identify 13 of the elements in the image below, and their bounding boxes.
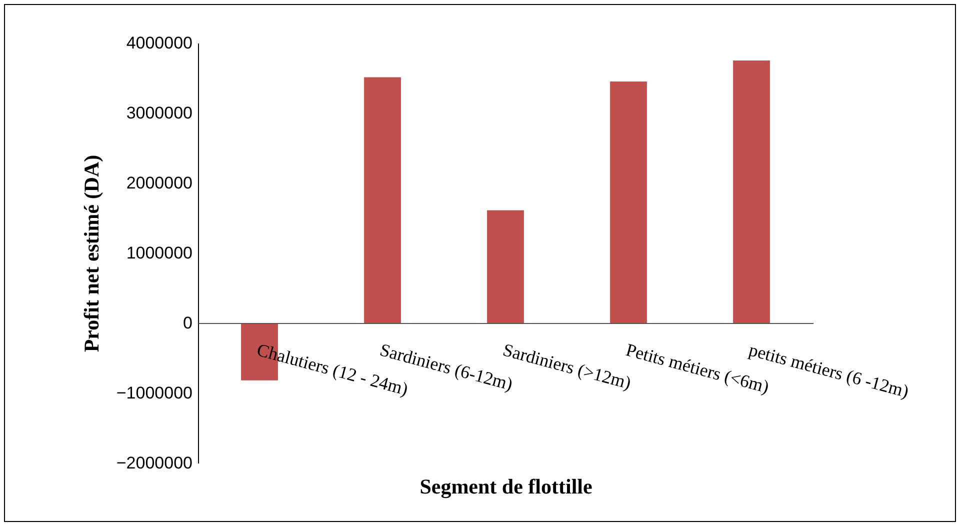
y-tick-label: 1000000 [126, 244, 192, 262]
y-tick-label: −1000000 [116, 384, 192, 402]
y-tick-label: 2000000 [126, 174, 192, 192]
y-tick-label: 3000000 [126, 104, 192, 122]
x-axis-title: Segment de flottille [420, 474, 592, 498]
bar [610, 82, 647, 323]
y-tick-label: 4000000 [126, 34, 192, 52]
bar [364, 77, 401, 323]
bar [733, 60, 770, 323]
y-tick-label: 0 [183, 314, 192, 332]
y-tick-label: −2000000 [116, 454, 192, 472]
bar [487, 210, 524, 323]
y-axis-title: Profit net estimé (DA) [79, 154, 104, 352]
